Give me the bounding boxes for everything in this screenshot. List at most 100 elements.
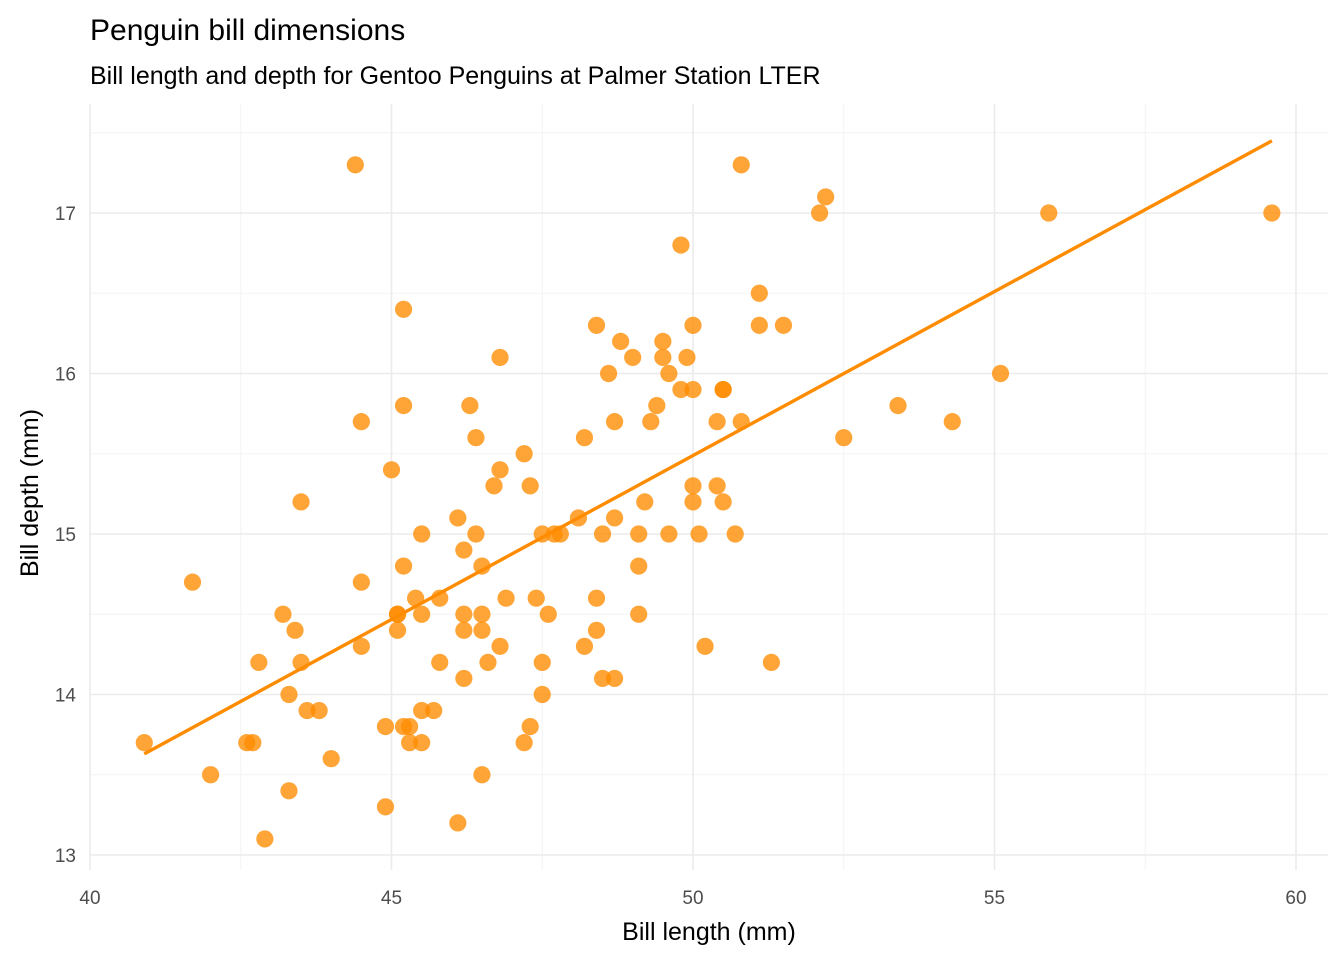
scatter-point: [527, 589, 545, 607]
scatter-point: [732, 413, 750, 431]
scatter-point: [732, 156, 750, 174]
scatter-point: [280, 685, 298, 704]
scatter-point: [606, 669, 624, 688]
scatter-point: [280, 782, 298, 800]
major-gridlines: [89, 104, 1328, 870]
scatter-point: [606, 413, 624, 431]
scatter-point: [274, 605, 292, 623]
x-axis-title: Bill length (mm): [622, 918, 796, 946]
scatter-point: [660, 364, 678, 383]
scatter-point: [991, 364, 1010, 383]
x-tick-label: 50: [682, 888, 703, 909]
scatter-point: [817, 188, 835, 206]
scatter-point: [473, 621, 491, 639]
scatter-point: [654, 332, 672, 350]
scatter-point: [382, 461, 401, 479]
scatter-point: [497, 589, 515, 607]
scatter-point: [521, 718, 539, 736]
trend-line: [143, 139, 1273, 756]
scatter-point: [684, 380, 702, 399]
scatter-point: [539, 605, 557, 623]
chart-title: Penguin bill dimensions: [90, 14, 405, 47]
scatter-point: [636, 493, 654, 511]
scatter-point: [473, 557, 491, 575]
scatter-point: [714, 380, 732, 399]
scatter-point: [750, 316, 768, 334]
scatter-point: [587, 316, 606, 334]
y-axis-ticks: 13 14 15 16 17: [55, 204, 77, 867]
scatter-point: [491, 348, 509, 367]
scatter-point: [672, 380, 690, 399]
scatter-point: [630, 525, 648, 543]
scatter-point: [388, 621, 407, 639]
trend-layer: [143, 139, 1273, 756]
scatter-point: [431, 653, 449, 672]
scatter-point: [575, 429, 594, 447]
scatter-point: [889, 397, 907, 415]
scatter-point: [352, 637, 370, 655]
scatter-point: [292, 653, 310, 672]
scatter-point: [551, 525, 569, 543]
scatter-point: [1263, 204, 1281, 222]
scatter-point: [461, 397, 479, 415]
scatter-point: [660, 525, 678, 543]
scatter-point: [352, 573, 370, 591]
scatter-point: [575, 637, 594, 655]
scatter-point: [672, 236, 690, 254]
scatter-point: [479, 653, 497, 672]
scatter-point: [587, 589, 606, 607]
scatter-point: [376, 718, 395, 736]
scatter-point: [473, 766, 491, 784]
scatter-point: [726, 525, 744, 543]
scatter-point: [491, 461, 509, 479]
x-axis-ticks: 40 45 50 55 60: [79, 888, 1306, 909]
scatter-point: [835, 429, 853, 447]
x-tick-label: 45: [381, 888, 402, 909]
scatter-point: [678, 348, 696, 367]
scatter-point: [244, 734, 262, 752]
scatter-point: [606, 509, 624, 527]
scatter-point: [599, 364, 618, 383]
scatter-point: [202, 766, 220, 784]
scatter-point: [473, 605, 491, 623]
scatter-point: [642, 413, 660, 431]
scatter-point: [455, 621, 473, 639]
scatter-point: [455, 669, 473, 688]
scatter-point: [135, 734, 153, 752]
scatter-point: [455, 541, 473, 559]
scatter-point: [292, 493, 310, 511]
scatter-point: [425, 701, 443, 720]
scatter-point: [708, 413, 726, 431]
y-axis-title: Bill depth (mm): [16, 409, 44, 577]
scatter-point: [690, 525, 708, 543]
scatter-point: [467, 525, 485, 543]
scatter-point: [533, 525, 551, 543]
scatter-point: [630, 605, 648, 623]
scatter-point: [943, 413, 961, 431]
scatter-point: [256, 830, 274, 848]
scatter-point: [762, 653, 780, 672]
scatter-point: [413, 734, 431, 752]
x-tick-label: 40: [79, 888, 100, 909]
scatter-point: [413, 701, 431, 720]
scatter-point: [250, 653, 268, 672]
scatter-point: [684, 493, 702, 511]
scatter-point: [533, 685, 551, 704]
scatter-point: [286, 621, 304, 639]
scatter-point: [696, 637, 714, 655]
points-layer: [135, 156, 1281, 848]
scatter-point: [352, 413, 370, 431]
scatter-point: [515, 734, 533, 752]
scatter-point: [684, 477, 702, 495]
scatter-point: [612, 332, 630, 350]
y-tick-label: 14: [55, 686, 77, 707]
scatter-point: [298, 701, 316, 720]
scatter-point: [388, 605, 407, 623]
chart-subtitle: Bill length and depth for Gentoo Penguin…: [90, 62, 821, 90]
scatter-point: [587, 621, 606, 639]
scatter-point: [1040, 204, 1058, 222]
scatter-point: [684, 316, 702, 334]
scatter-point: [346, 156, 364, 174]
scatter-point: [400, 718, 419, 736]
scatter-point: [413, 605, 431, 623]
